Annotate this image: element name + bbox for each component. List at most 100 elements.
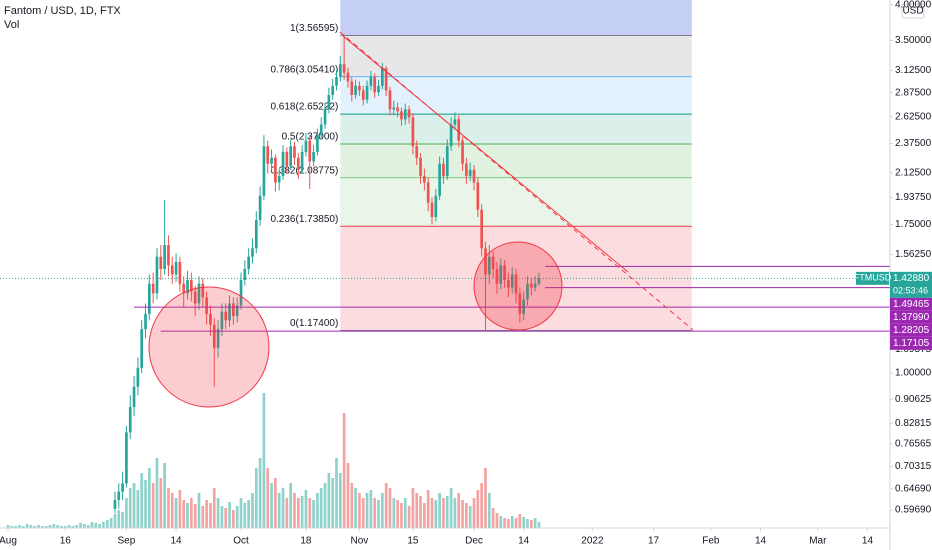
volume-bar [159, 478, 163, 528]
y-tick-label: 0.90625 [895, 394, 932, 405]
x-tick-label: 16 [60, 536, 72, 547]
volume-bar [487, 493, 491, 528]
fib-label: 1(3.56595) [290, 23, 338, 34]
volume-bar [453, 498, 457, 528]
volume-bar [503, 518, 506, 528]
volume-bar [533, 518, 537, 528]
candle-body [453, 119, 457, 125]
candle-body [193, 291, 197, 304]
volume-bar [220, 506, 224, 528]
candle-body [323, 109, 327, 125]
y-tick-label: 3.12500 [895, 65, 932, 76]
candle-body [216, 329, 220, 348]
y-tick-label: 1.75000 [895, 219, 932, 230]
candle-body [445, 146, 449, 177]
candle-body [285, 151, 289, 167]
volume-bar [186, 503, 189, 528]
volume-bar [86, 525, 90, 528]
volume-bar [239, 498, 243, 528]
candle-body [403, 109, 407, 120]
volume-bar [216, 498, 220, 528]
volume-bar [529, 520, 533, 528]
volume-bar [205, 500, 208, 528]
candle-body [251, 248, 254, 257]
volume-bar [411, 488, 415, 528]
volume-bar [316, 493, 319, 528]
candle-body [113, 500, 117, 509]
candle-body [266, 146, 270, 164]
volume-bar [83, 524, 86, 528]
volume-bar [190, 498, 193, 528]
volume-bar [48, 525, 52, 528]
candle-body [155, 256, 159, 294]
y-tick-label: 2.37500 [895, 138, 932, 149]
volume-bar [354, 488, 357, 528]
volume-bar [369, 490, 373, 528]
volume-bar [346, 463, 350, 528]
fib-label: 0.786(3.05410) [270, 64, 338, 75]
volume-bar [121, 512, 124, 528]
volume-bar [136, 490, 140, 528]
volume-bar [125, 498, 128, 528]
candle-body [526, 283, 529, 300]
volume-bar [338, 473, 342, 528]
candle-body [293, 146, 296, 158]
candle-body [400, 111, 403, 120]
candle-body [358, 85, 361, 91]
volume-bar [132, 483, 136, 528]
volume-bar [147, 468, 151, 528]
candle-body [239, 279, 243, 306]
volume-bar [296, 498, 300, 528]
y-tick-label: 0.82815 [895, 418, 932, 429]
volume-bar [235, 506, 239, 528]
x-tick-label: Aug [0, 536, 17, 547]
fib-band [340, 143, 692, 178]
volume-bar [151, 483, 155, 528]
volume-bar [304, 490, 308, 528]
candle-body [449, 124, 453, 147]
volume-bar [293, 493, 296, 528]
candle-body [304, 140, 308, 152]
volume-bar [407, 506, 411, 528]
volume-bar [461, 500, 464, 528]
candle-body [423, 176, 426, 183]
candle-body [308, 140, 312, 162]
volume-bar [266, 468, 270, 528]
volume-bar [228, 502, 231, 528]
volume-bar [71, 526, 75, 528]
candle-body [178, 261, 182, 284]
candle-body [346, 72, 350, 82]
volume-bar [113, 514, 117, 528]
volume-bar [94, 523, 98, 528]
candle-body [522, 299, 526, 314]
volume-bar [300, 496, 304, 528]
candle-body [335, 76, 338, 86]
price-tag-label: 1.42880 [893, 273, 930, 284]
volume-bar [289, 483, 293, 528]
candle-body [319, 124, 323, 136]
volume-bar [526, 519, 529, 528]
candle-body [243, 268, 247, 280]
candle-body [117, 491, 121, 501]
volume-bar [491, 508, 495, 528]
volume-bar [484, 468, 487, 528]
volume-bar [29, 525, 33, 528]
volume-bar [144, 480, 147, 528]
candle-body [487, 256, 491, 275]
volume-bar [384, 483, 388, 528]
y-tick-label: 2.62500 [895, 111, 932, 122]
candle-body [296, 157, 300, 170]
volume-bar [243, 503, 247, 528]
fib-band [340, 114, 692, 144]
volume-bar [381, 493, 384, 528]
volume-bar [415, 493, 419, 528]
x-tick-label: 14 [862, 536, 874, 547]
symbol-tag [856, 271, 889, 285]
candle-body [174, 261, 178, 275]
y-tick-label: 3.50000 [895, 35, 932, 46]
volume-bar [163, 463, 166, 528]
volume-bar [507, 519, 510, 528]
candle-body [312, 151, 315, 162]
volume-bar [212, 488, 216, 528]
